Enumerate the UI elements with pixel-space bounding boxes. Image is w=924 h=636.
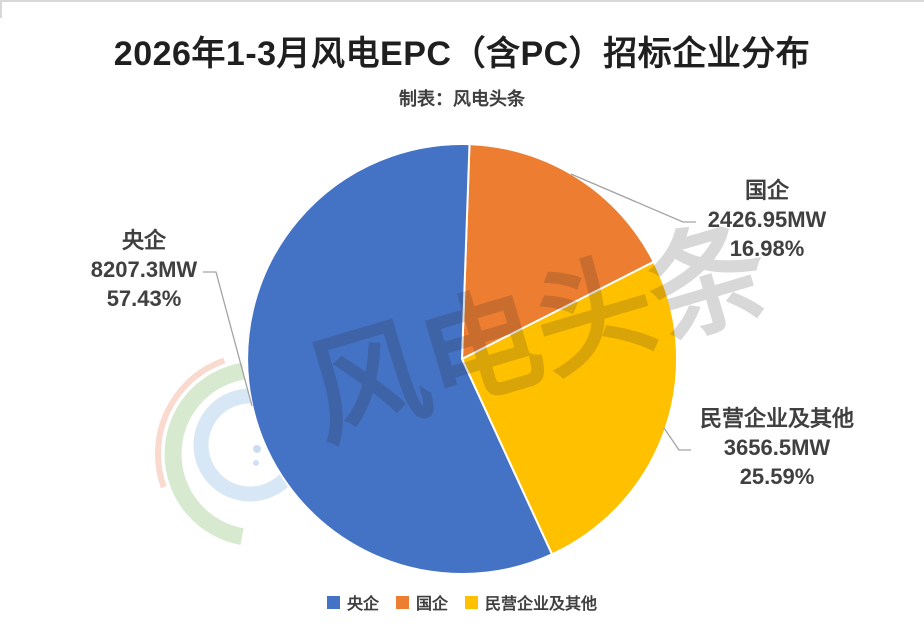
pie-label-state-percent: 16.98% [729,236,805,261]
leader-line-private [663,427,691,451]
leader-line-central [203,271,253,407]
logo-dot [253,445,261,453]
pie-label-private-percent: 25.59% [739,464,815,489]
pie-label-private: 民营企业及其他 3656.5MW 25.59% [637,404,917,491]
pie-label-central-value: 8207.3MW [90,257,198,282]
legend-label-central: 央企 [346,596,379,613]
pie-label-state: 国企 2426.95MW 16.98% [647,176,887,263]
legend-item-state: 国企 [395,590,448,614]
pie-label-central-name: 央企 [121,228,166,253]
pie-label-state-value: 2426.95MW [707,207,827,232]
legend-label-state: 国企 [415,596,448,613]
pie-label-private-name: 民营企业及其他 [699,406,854,431]
legend-swatch-central [326,595,340,609]
legend-swatch-state [395,595,409,609]
pie-label-state-name: 国企 [744,178,789,203]
pie-label-central: 央企 8207.3MW 57.43% [24,226,264,313]
pie-label-private-value: 3656.5MW [723,435,831,460]
pie-slice-2 [461,143,655,360]
logo-green-ring [164,361,350,547]
leader-lines [203,173,696,451]
legend-swatch-private [465,595,478,609]
page-subtitle: 制表：风电头条 [399,89,525,109]
pie [246,143,678,575]
logo-dot [253,460,259,466]
page-title: 2026年1-3月风电EPC（含PC）招标企业分布 [113,35,811,73]
logo-outer-arc [155,352,359,556]
pie-label-central-percent: 57.43% [106,286,182,311]
leader-line-state [570,173,696,223]
legend-item-central: 央企 [326,590,379,614]
chart-legend: 央企 国企 民营企业及其他 [0,590,924,614]
legend-item-private: 民营企业及其他 [465,590,597,614]
legend-label-private: 民营企业及其他 [485,596,598,613]
